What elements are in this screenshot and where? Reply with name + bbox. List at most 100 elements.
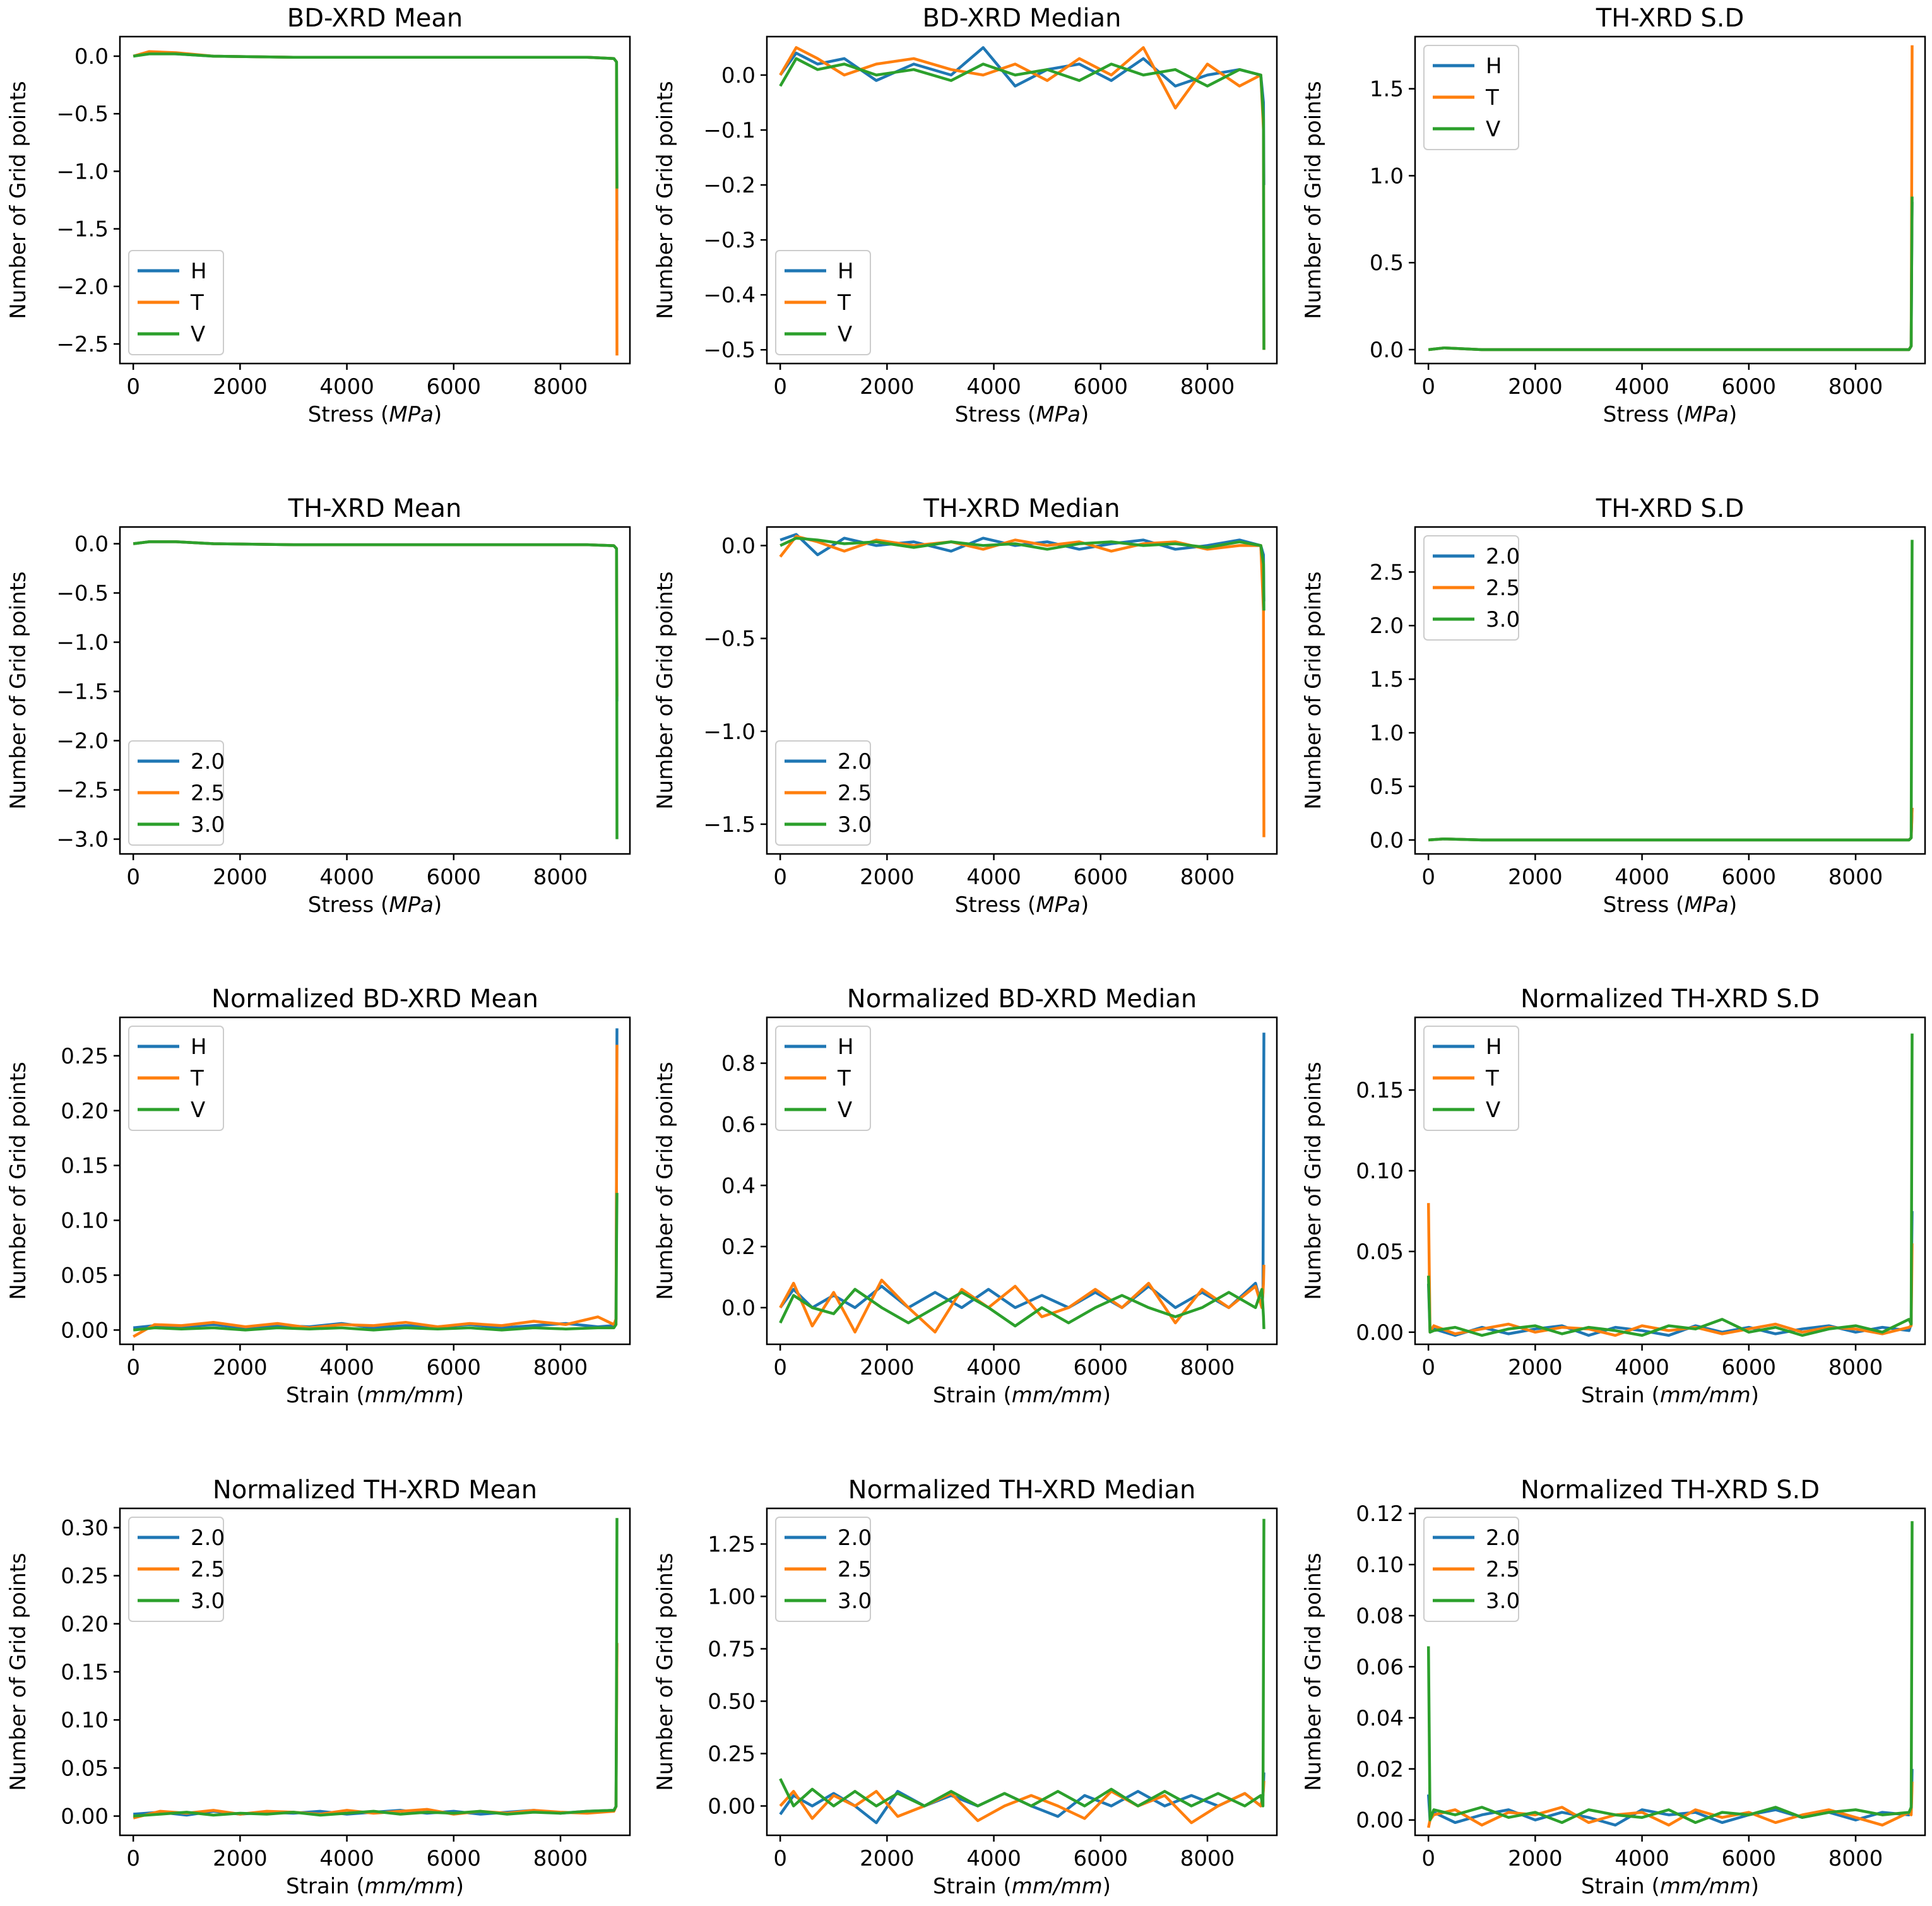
x-tick-label: 6000 [1722, 1355, 1777, 1380]
legend-label: 2.5 [1486, 576, 1520, 601]
legend-label: H [1486, 1034, 1502, 1060]
x-axis-label: Strain (mm/mm) [1581, 1874, 1759, 1899]
y-tick-label: 0.10 [61, 1708, 109, 1733]
x-tick-label: 8000 [1828, 865, 1883, 890]
legend-label: T [837, 290, 851, 316]
y-tick-label: 0.0 [74, 44, 109, 69]
x-axis-label-main: Stress [308, 892, 374, 918]
x-axis-label-paren: ( [997, 1383, 1012, 1408]
legend-label: V [191, 1098, 205, 1123]
chart-title: TH-XRD Mean [288, 494, 462, 523]
y-axis-label: Number of Grid points [6, 81, 31, 319]
legend-label: H [838, 259, 854, 284]
x-tick-label: 8000 [1180, 374, 1235, 400]
y-axis-label: Number of Grid points [1301, 81, 1326, 319]
x-tick-label: 8000 [1828, 374, 1883, 400]
legend-label: H [838, 1034, 854, 1060]
series-group [779, 46, 1265, 350]
series-line-V [133, 1193, 619, 1332]
y-tick-label: −0.5 [703, 338, 756, 363]
x-axis-label-paren: ) [1751, 1874, 1759, 1899]
legend-label: 3.0 [191, 1589, 225, 1614]
y-tick-label: 0.8 [721, 1051, 756, 1077]
legend-label: 3.0 [838, 812, 872, 838]
legend: HTV [128, 250, 224, 355]
y-tick-label: 0.0 [721, 533, 756, 559]
y-axis-label: Number of Grid points [653, 81, 678, 319]
y-axis-label: Number of Grid points [653, 571, 678, 810]
series-line-2-0 [1428, 807, 1914, 842]
x-axis-label-paren: ) [456, 1383, 464, 1408]
legend-label: 2.0 [838, 749, 872, 774]
y-tick-label: 0.04 [1356, 1706, 1404, 1731]
series-line-2-5 [133, 540, 619, 697]
axes-frame [766, 1507, 1278, 1837]
y-axis-label: Number of Grid points [1301, 1062, 1326, 1300]
y-tick-label: −0.5 [703, 627, 756, 652]
y-axis-label: Number of Grid points [1301, 1553, 1326, 1791]
series-group [133, 50, 619, 356]
x-tick-label: 4000 [1615, 865, 1669, 890]
series-line-3-0 [779, 1518, 1265, 1808]
subplot-4: TH-XRD Mean 0 2000 4000 6000 8000 0.0 −0.5 −1.0 −… [6, 494, 631, 918]
x-tick-label: 8000 [533, 374, 588, 400]
subplot-11: Normalized TH-XRD Median 0 2000 4000 6000 800… [653, 1476, 1278, 1899]
axes-frame [119, 1016, 631, 1346]
legend: HTV [1423, 45, 1519, 150]
x-tick-label: 6000 [427, 1846, 482, 1871]
legend-label: 2.5 [191, 781, 225, 806]
series-line-3-0 [133, 540, 619, 839]
y-axis-label: Number of Grid points [653, 1062, 678, 1300]
y-tick-label: 0.08 [1356, 1604, 1404, 1629]
legend: 2.0 2.5 3.0 [128, 1517, 225, 1622]
x-axis-label-unit: MPa [1036, 892, 1081, 918]
x-tick-label: 4000 [966, 1846, 1021, 1871]
x-axis-label: Stress (MPa) [308, 402, 442, 427]
x-axis-label-paren: ) [434, 402, 442, 427]
y-tick-label: 0.00 [61, 1804, 109, 1830]
x-axis-label-unit: mm/mm [365, 1383, 456, 1408]
x-tick-label: 8000 [1828, 1846, 1883, 1871]
chart-title: Normalized TH-XRD S.D [1520, 1476, 1820, 1505]
y-tick-label: −1.5 [703, 812, 756, 838]
y-tick-label: 0.00 [1356, 1808, 1404, 1833]
chart-title: Normalized TH-XRD S.D [1520, 985, 1820, 1014]
y-tick-label: 0.00 [61, 1318, 109, 1343]
axes-frame [766, 526, 1278, 855]
y-tick-label: 0.20 [61, 1612, 109, 1637]
y-tick-label: −2.5 [56, 332, 109, 357]
legend-label: V [838, 322, 852, 347]
y-tick-label: 0.0 [721, 63, 756, 88]
x-axis-label-main: Strain [1581, 1383, 1645, 1408]
x-tick-label: 8000 [533, 1846, 588, 1871]
y-axis-label: Number of Grid points [6, 1553, 31, 1791]
x-tick-label: 2000 [213, 374, 268, 400]
chart-title: TH-XRD S.D [1596, 494, 1745, 523]
y-tick-label: −1.0 [56, 630, 109, 656]
subplot-5: TH-XRD Median 0 2000 4000 6000 8000 0.0 −0.5 −1.… [653, 494, 1278, 918]
y-tick-label: 0.6 [721, 1112, 756, 1137]
y-tick-label: −2.0 [56, 275, 109, 300]
x-tick-label: 4000 [1615, 1846, 1669, 1871]
x-tick-label: 0 [126, 1355, 140, 1380]
x-axis-label-main: Strain [933, 1874, 997, 1899]
x-tick-label: 2000 [213, 1355, 268, 1380]
subplot-1: BD-XRD Mean 0 2000 4000 6000 8000 0.0 −0.5 −1.0 −… [6, 4, 631, 427]
x-tick-label: 4000 [319, 1846, 374, 1871]
x-axis-label-main: Strain [1581, 1874, 1645, 1899]
y-tick-label: 0.0 [74, 532, 109, 557]
legend-label: 2.0 [191, 1525, 225, 1551]
legend-label: H [191, 259, 207, 284]
y-axis-label: Number of Grid points [653, 1553, 678, 1791]
y-tick-label: 0.2 [721, 1234, 756, 1260]
y-tick-label: 0.25 [61, 1564, 109, 1589]
x-axis-label: Strain (mm/mm) [286, 1874, 464, 1899]
series-group [1428, 540, 1914, 842]
x-tick-label: 0 [773, 1355, 787, 1380]
y-tick-label: 0.50 [708, 1689, 756, 1714]
y-tick-label: 0.5 [1370, 774, 1404, 800]
x-axis-label-main: Stress [308, 402, 374, 427]
series-group [133, 540, 619, 839]
legend-label: T [190, 290, 204, 316]
series-group [779, 1518, 1265, 1825]
